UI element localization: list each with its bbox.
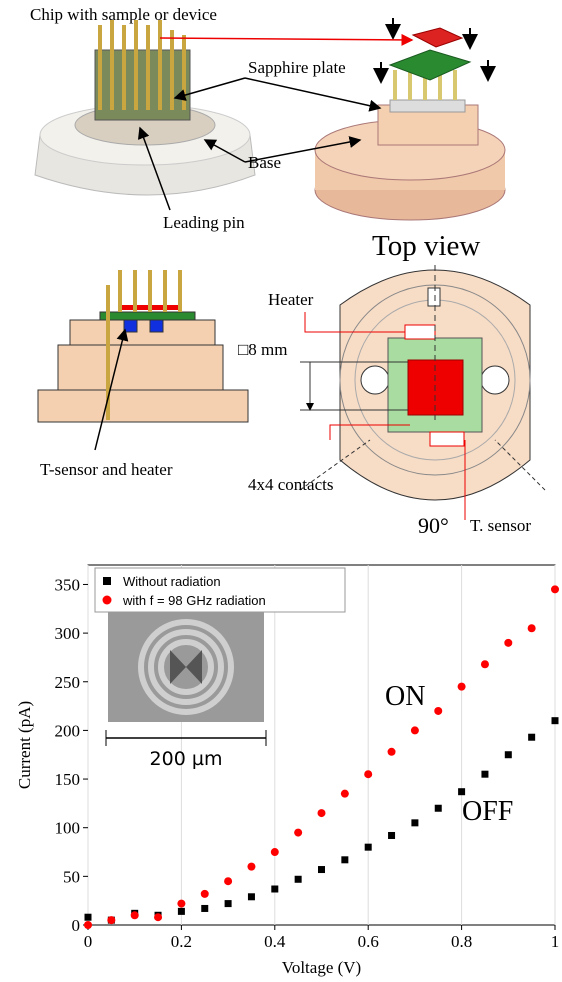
x-tick-label: 0.2 <box>171 932 192 951</box>
y-tick-label: 50 <box>63 867 80 886</box>
holder-photo <box>35 20 255 195</box>
label: Leading pin <box>163 213 245 232</box>
point <box>364 770 372 778</box>
point <box>504 639 512 647</box>
point <box>85 914 92 921</box>
point <box>341 790 349 798</box>
point <box>271 848 279 856</box>
point <box>365 844 372 851</box>
point <box>481 660 489 668</box>
x-tick-label: 0.4 <box>264 932 286 951</box>
label: T. sensor <box>470 516 531 535</box>
point <box>294 829 302 837</box>
point <box>528 624 536 632</box>
point <box>107 916 115 924</box>
legend-label: Without radiation <box>123 574 221 589</box>
point <box>154 913 162 921</box>
x-tick-label: 0.6 <box>358 932 379 951</box>
y-tick-label: 150 <box>55 770 81 789</box>
label: Heater <box>268 290 314 309</box>
point <box>388 832 395 839</box>
point <box>505 751 512 758</box>
x-tick-label: 0 <box>84 932 93 951</box>
point <box>434 707 442 715</box>
point <box>201 905 208 912</box>
y-tick-label: 250 <box>55 673 81 692</box>
x-axis-label: Voltage (V) <box>282 958 361 977</box>
exploded-view <box>315 18 505 220</box>
point <box>411 726 419 734</box>
point <box>435 805 442 812</box>
point <box>247 863 255 871</box>
point <box>224 877 232 885</box>
label: Sapphire plate <box>248 58 346 77</box>
y-tick-label: 300 <box>55 624 81 643</box>
y-tick-label: 200 <box>55 721 81 740</box>
figure: Chip with sample or device Sapphire plat… <box>0 0 562 982</box>
point <box>318 809 326 817</box>
point <box>551 585 559 593</box>
label: T-sensor and heater <box>40 460 173 479</box>
point <box>201 890 209 898</box>
point <box>481 771 488 778</box>
label: 4x4 contacts <box>248 475 333 494</box>
annotation: ON <box>385 681 425 712</box>
point <box>131 911 139 919</box>
point <box>458 683 466 691</box>
point <box>528 734 535 741</box>
legend-label: with f = 98 GHz radiation <box>122 593 266 608</box>
chart: 0 0.2 0.4 0.6 0.8 1 0 50 100 150 200 250 300 350 Volta… <box>15 565 559 977</box>
label: Base <box>248 153 281 172</box>
top-view <box>300 265 545 520</box>
x-tick-label: 0.8 <box>451 932 472 951</box>
point <box>295 876 302 883</box>
point <box>248 893 255 900</box>
annotation: 200 µm <box>150 748 223 770</box>
point <box>225 900 232 907</box>
annotation: OFF <box>462 796 513 827</box>
y-axis-label: Current (pA) <box>15 701 34 789</box>
view-title: Top view <box>372 230 480 262</box>
point <box>318 866 325 873</box>
y-tick-label: 350 <box>55 575 81 594</box>
point <box>552 717 559 724</box>
y-tick-label: 0 <box>72 916 81 935</box>
legend-marker <box>103 596 112 605</box>
point <box>84 921 92 929</box>
label: Chip with sample or device <box>30 5 217 24</box>
label: □8 mm <box>238 340 287 359</box>
point <box>388 748 396 756</box>
legend-marker <box>103 577 111 585</box>
point <box>177 900 185 908</box>
point <box>411 819 418 826</box>
x-tick-label: 1 <box>551 932 560 951</box>
label: 90° <box>418 513 449 538</box>
y-tick-label: 100 <box>55 819 81 838</box>
point <box>178 908 185 915</box>
point <box>271 886 278 893</box>
point <box>458 788 465 795</box>
cross-section <box>38 270 248 450</box>
point <box>341 856 348 863</box>
